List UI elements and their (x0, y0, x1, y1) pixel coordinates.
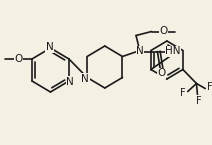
Text: F: F (196, 96, 201, 106)
Text: O: O (157, 68, 165, 78)
Text: HN: HN (165, 47, 181, 57)
Text: F: F (207, 83, 212, 93)
Text: N: N (136, 47, 144, 57)
Text: O: O (14, 54, 22, 64)
Text: N: N (81, 74, 89, 84)
Text: N: N (66, 77, 74, 87)
Text: F: F (180, 88, 186, 98)
Text: N: N (46, 42, 53, 52)
Text: O: O (159, 27, 167, 37)
